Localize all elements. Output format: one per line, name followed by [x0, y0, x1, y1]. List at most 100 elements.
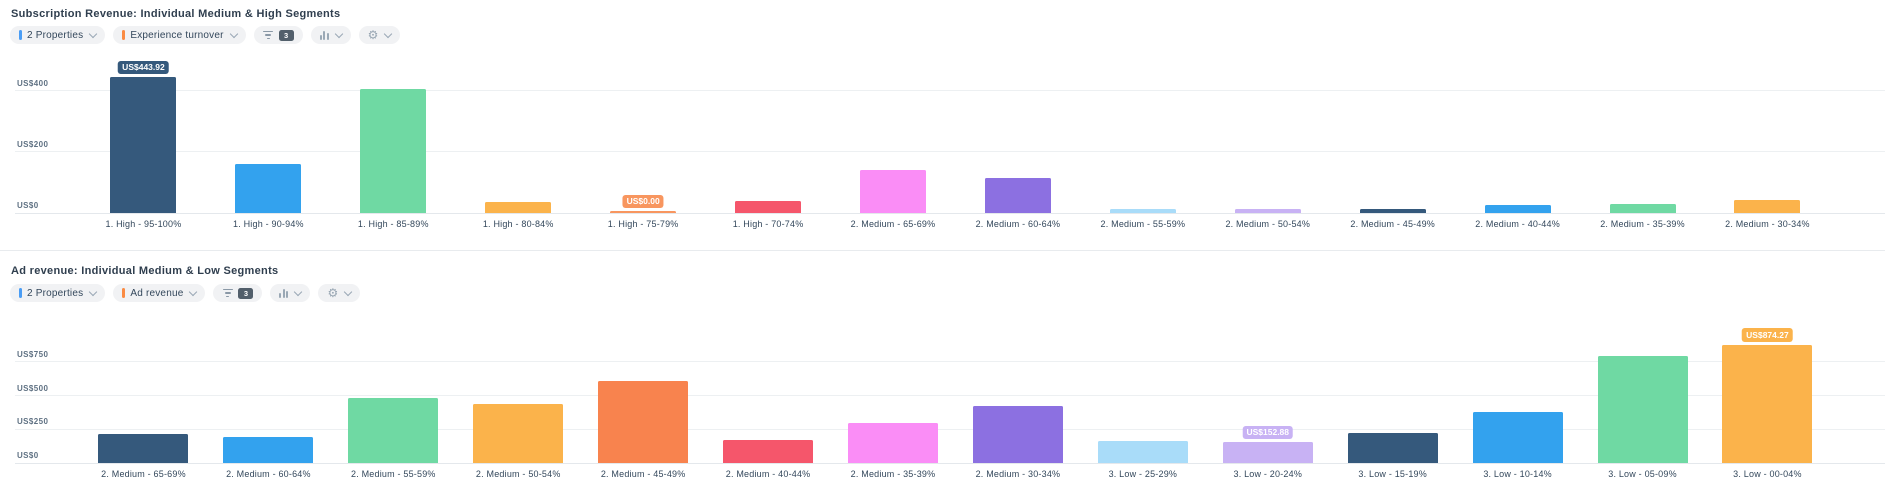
x-axis-label: 1. High - 95-100% [105, 219, 182, 229]
bar[interactable] [360, 89, 427, 213]
gear-icon: ⚙ [327, 286, 339, 300]
chart-type-dropdown[interactable] [270, 284, 311, 302]
gridline [15, 428, 1885, 430]
x-axis-label: 2. Medium - 30-34% [1725, 219, 1810, 229]
chart-type-dropdown[interactable] [310, 26, 351, 44]
chart-toolbar: 2 Properties Experience turnover 3 ⚙ [10, 26, 401, 44]
bar[interactable] [847, 423, 938, 463]
bar[interactable] [1734, 200, 1801, 213]
gear-icon: ⚙ [367, 28, 379, 42]
chevron-down-icon [89, 29, 98, 39]
bar-category: US$152.88 [1205, 328, 1330, 463]
bar[interactable] [984, 177, 1051, 213]
column-chart-icon [279, 288, 289, 298]
bar-category [831, 328, 956, 463]
y-tick-label: US$0 [17, 201, 39, 210]
bar-category [831, 60, 956, 213]
properties-label: 2 Properties [27, 287, 84, 299]
bar[interactable] [735, 201, 802, 213]
bar-category [456, 60, 581, 213]
ad-revenue-chart-card: Ad revenue: Individual Medium & Low Segm… [0, 250, 1885, 499]
bar[interactable] [859, 170, 926, 213]
metric-dropdown[interactable]: Ad revenue [113, 284, 206, 302]
y-tick-label: US$500 [17, 383, 49, 393]
x-axis-label: 2. Medium - 60-64% [975, 219, 1061, 229]
bar-category [1580, 60, 1705, 213]
bar[interactable] [223, 437, 314, 463]
bar[interactable] [1484, 204, 1551, 213]
x-axis-label: 2. Medium - 65-69% [101, 469, 186, 479]
bar[interactable] [1359, 208, 1426, 213]
bar[interactable] [1722, 344, 1813, 463]
x-axis-label: 2. Medium - 55-59% [1100, 219, 1186, 229]
bar[interactable] [723, 439, 814, 463]
x-axis-label: 2. Medium - 45-49% [1350, 219, 1435, 229]
bar[interactable] [598, 381, 689, 463]
bar-category [706, 328, 831, 463]
bar-category [206, 60, 331, 213]
bar[interactable] [1609, 203, 1676, 213]
bars-row: US$152.88 US$874.27 [81, 328, 1830, 463]
x-axis-label: 1. High - 70-74% [732, 219, 804, 229]
gridline [15, 395, 1885, 396]
y-tick-label: US$200 [17, 139, 49, 149]
bar[interactable] [972, 405, 1063, 463]
chart-title: Ad revenue: Individual Medium & Low Segm… [11, 265, 279, 277]
properties-accent-bar [19, 288, 22, 298]
value-label: US$0.00 [622, 194, 664, 208]
gridline [15, 151, 1885, 153]
bar[interactable] [98, 433, 189, 463]
value-label: US$152.88 [1242, 425, 1294, 440]
metric-dropdown[interactable]: Experience turnover [113, 26, 246, 44]
properties-dropdown[interactable]: 2 Properties [10, 26, 106, 44]
settings-dropdown[interactable]: ⚙ [318, 284, 361, 302]
bar[interactable] [1222, 442, 1313, 463]
x-axis-label: 2. Medium - 40-44% [1475, 219, 1560, 229]
bar[interactable] [1097, 440, 1188, 463]
bar-category [331, 328, 456, 463]
bar-category [1455, 60, 1580, 213]
bar[interactable] [235, 164, 302, 213]
bar-category [1580, 328, 1705, 463]
x-axis-label: 1. High - 75-79% [607, 219, 679, 229]
properties-accent-bar [19, 30, 22, 40]
bar[interactable] [473, 403, 564, 463]
bar[interactable] [1234, 209, 1301, 213]
gridline [15, 462, 1885, 464]
chevron-down-icon [334, 29, 343, 39]
x-axis-label: 2. Medium - 30-34% [975, 469, 1061, 479]
bars-row: US$443.92 US$0.00 [81, 60, 1830, 213]
bar[interactable] [485, 201, 552, 213]
x-axis-label: 2. Medium - 45-49% [600, 469, 686, 479]
bar-category [1080, 60, 1205, 213]
properties-dropdown[interactable]: 2 Properties [10, 284, 106, 302]
bar[interactable] [110, 77, 177, 213]
bar-category [1455, 328, 1580, 463]
x-axis-label: 2. Medium - 50-54% [475, 469, 561, 479]
filter-button[interactable]: 3 [253, 26, 303, 44]
bar[interactable] [1472, 412, 1563, 463]
y-tick-label: US$750 [17, 349, 49, 359]
bar[interactable] [348, 397, 439, 463]
x-axis-label: 2. Medium - 65-69% [850, 219, 936, 229]
bar-category [706, 60, 831, 213]
filter-button[interactable]: 3 [213, 284, 263, 302]
metric-label: Ad revenue [130, 287, 184, 299]
bar[interactable] [1347, 432, 1438, 463]
bar[interactable] [1597, 355, 1688, 463]
x-axis-label: 2. Medium - 60-64% [226, 469, 311, 479]
settings-dropdown[interactable]: ⚙ [358, 26, 401, 44]
bar[interactable] [1109, 209, 1176, 213]
bar[interactable] [610, 211, 677, 213]
x-axis-label: 3. Low - 20-24% [1233, 469, 1303, 479]
chevron-down-icon [189, 287, 198, 297]
bar-category: US$874.27 [1705, 328, 1830, 463]
bar-category [955, 60, 1080, 213]
column-chart-icon [319, 30, 329, 40]
bar-category [955, 328, 1080, 463]
bar-category: US$0.00 [581, 60, 706, 213]
bar-category [1080, 328, 1205, 463]
x-axis-label: 2. Medium - 35-39% [1600, 219, 1685, 229]
bar-category [206, 328, 331, 463]
bar-category [456, 328, 581, 463]
